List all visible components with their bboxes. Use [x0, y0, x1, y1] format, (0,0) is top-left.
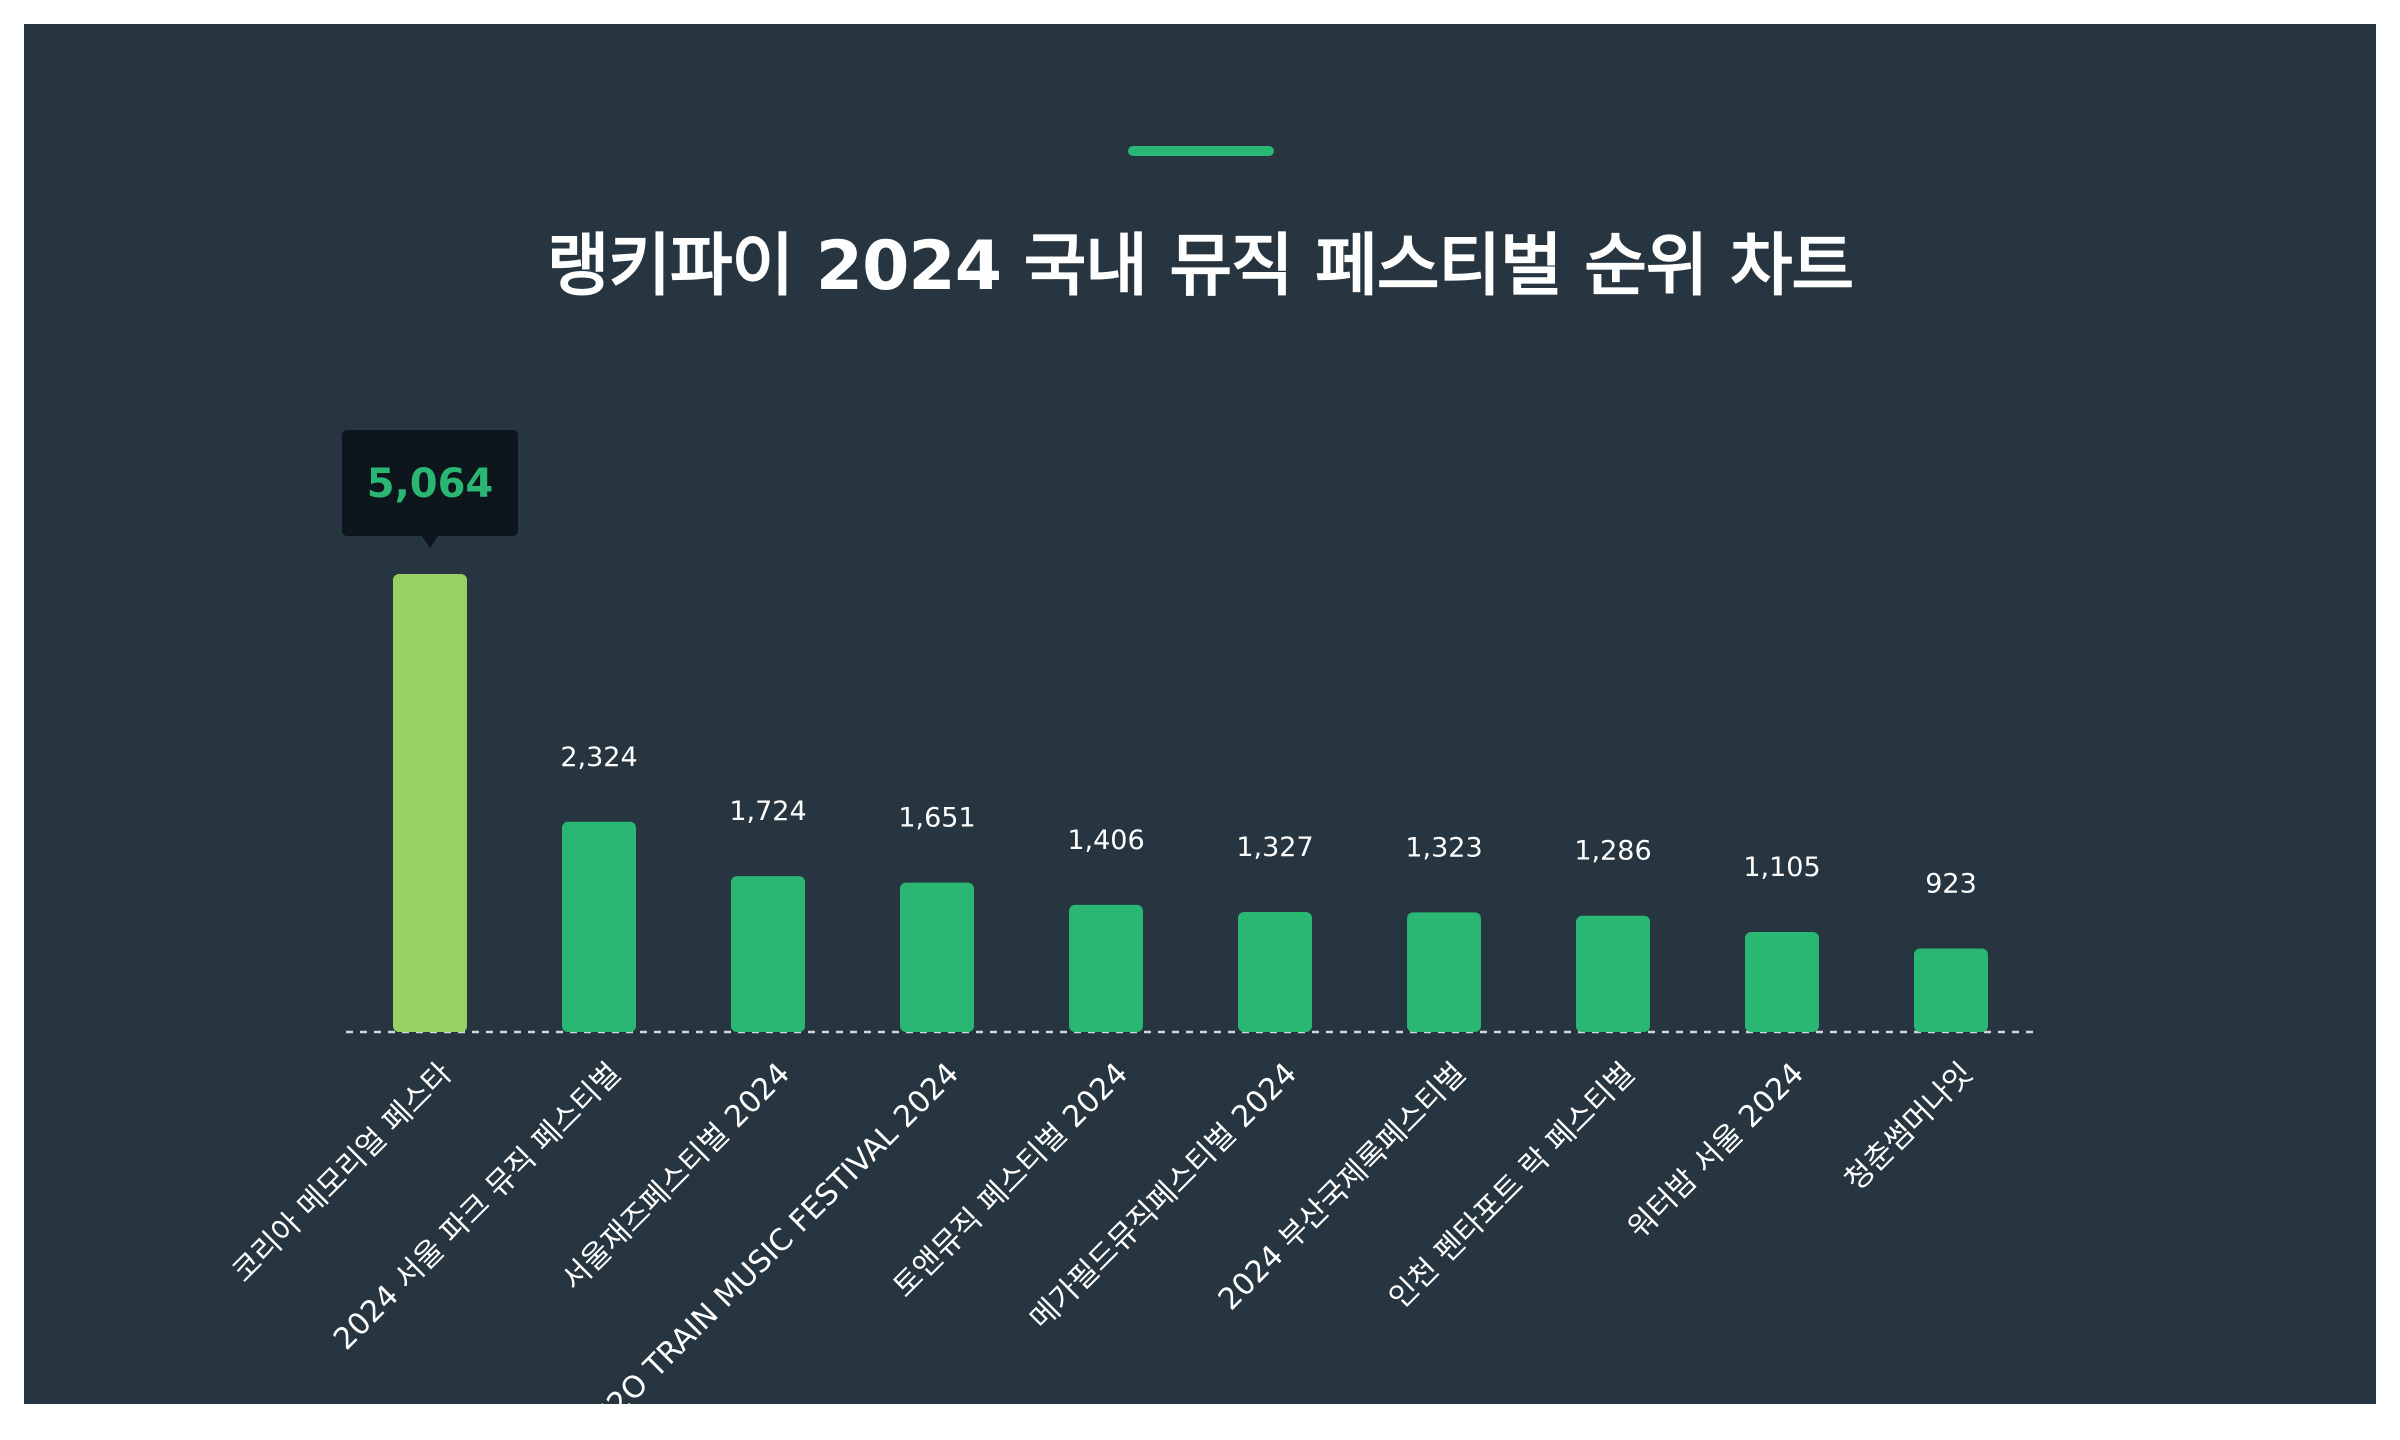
bar[interactable] [1914, 948, 1988, 1032]
bar[interactable] [1745, 932, 1819, 1032]
tooltip-value: 5,064 [367, 461, 494, 507]
data-label: 1,651 [898, 803, 975, 834]
bar[interactable] [1069, 904, 1143, 1032]
data-label: 1,286 [1574, 836, 1651, 867]
chart-panel: 랭키파이 2024 국내 뮤직 페스티벌 순위 차트 코리아 메모리얼 페스타 5… [24, 24, 2376, 1404]
bar[interactable] [562, 821, 636, 1032]
bar[interactable] [1576, 915, 1650, 1032]
data-label: 1,327 [1236, 832, 1313, 863]
data-label: 1,406 [1067, 825, 1144, 856]
x-tick-label: 워터밤 서울 2024 [1621, 1056, 1811, 1246]
bar[interactable] [1407, 912, 1481, 1032]
chart-title: 랭키파이 2024 국내 뮤직 페스티벌 순위 차트 [546, 227, 1854, 306]
bar[interactable] [393, 574, 467, 1032]
bar[interactable] [731, 876, 805, 1032]
tooltip-box [342, 430, 518, 536]
data-label: 1,323 [1405, 832, 1482, 863]
data-label: 1,105 [1743, 852, 1820, 883]
x-tick-label: 청춘썸머나잇 [1838, 1056, 1980, 1198]
title-accent-line [1128, 146, 1274, 156]
bar[interactable] [900, 882, 974, 1032]
x-tick-label: 메가필드뮤직페스티벌 2024 [1023, 1056, 1304, 1337]
data-label: 1,724 [729, 796, 806, 827]
tooltip-pointer [421, 535, 439, 548]
data-label: 2,324 [560, 742, 637, 773]
bar[interactable] [1238, 911, 1312, 1032]
data-label: 923 [1925, 869, 1977, 900]
x-tick-label: 2024 서울 파크 뮤직 페스티벌 [327, 1056, 628, 1357]
